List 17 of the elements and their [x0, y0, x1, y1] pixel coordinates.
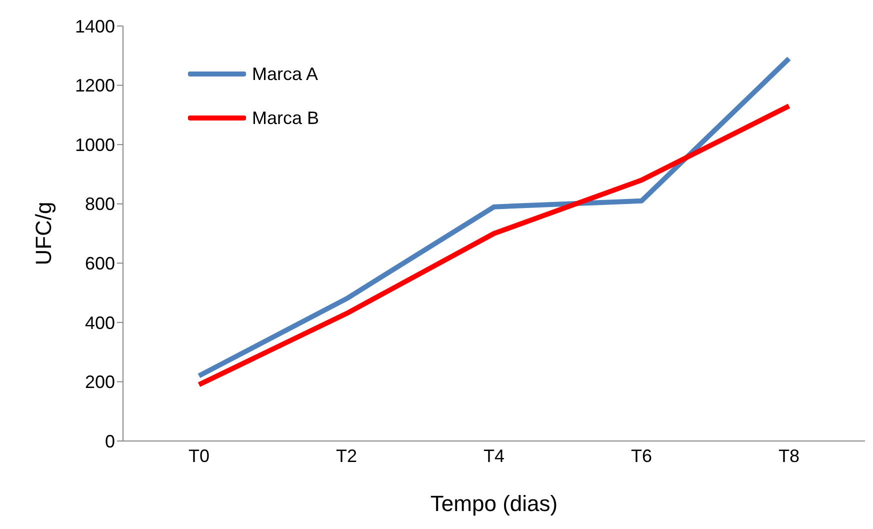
legend-label: Marca A [252, 64, 318, 84]
y-tick-label: 1000 [74, 134, 115, 155]
y-axis-title: UFC/g [30, 202, 56, 266]
x-tick-label: T4 [483, 446, 505, 466]
x-tick-label: T6 [630, 446, 652, 466]
legend-label: Marca B [252, 108, 320, 128]
y-tick-label: 600 [84, 254, 115, 274]
y-tick-label: 0 [104, 431, 115, 452]
y-tick-label: 1400 [74, 16, 115, 36]
y-tick-label: 400 [84, 312, 115, 333]
x-axis-title: Tempo (dias) [430, 491, 558, 516]
y-tick-label: 800 [84, 194, 115, 214]
x-tick-label: T8 [778, 446, 800, 466]
x-tick-label: T2 [336, 446, 358, 466]
y-tick-label: 1200 [74, 76, 115, 96]
x-tick-label: T0 [188, 446, 210, 466]
y-tick-label: 200 [84, 372, 115, 392]
